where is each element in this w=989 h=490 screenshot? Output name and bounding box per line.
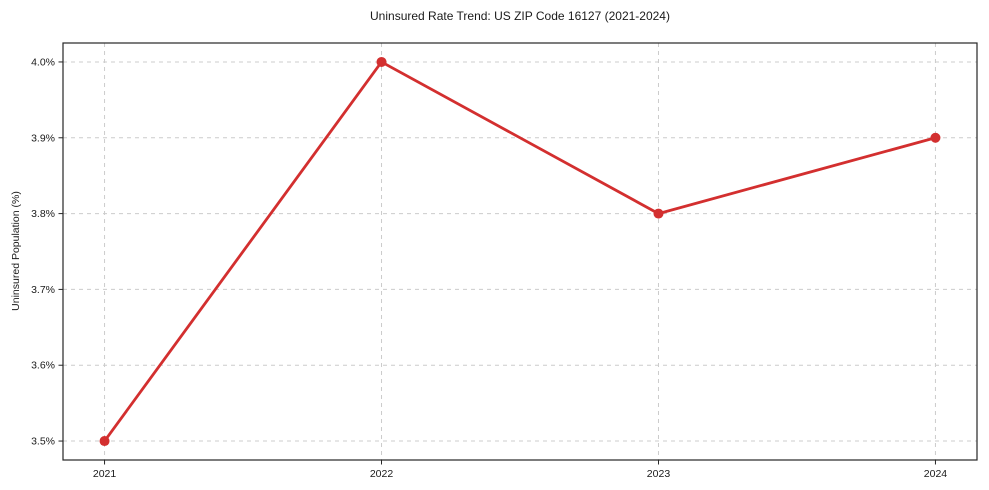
data-point-marker bbox=[99, 436, 110, 447]
x-tick-label: 2024 bbox=[924, 468, 948, 480]
series-line bbox=[103, 60, 937, 443]
x-tick-label: 2021 bbox=[93, 468, 117, 480]
x-tick-label: 2022 bbox=[370, 468, 394, 480]
y-tick-label: 3.5% bbox=[31, 436, 55, 448]
y-tick-label: 3.7% bbox=[31, 284, 55, 296]
data-point-marker bbox=[376, 56, 387, 67]
y-tick-label: 3.8% bbox=[31, 208, 55, 220]
chart-title: Uninsured Rate Trend: US ZIP Code 16127 … bbox=[370, 9, 670, 23]
data-point-marker bbox=[653, 208, 664, 219]
data-point-marker bbox=[930, 132, 941, 143]
y-tick-label: 3.6% bbox=[31, 360, 55, 372]
y-tick-label: 4.0% bbox=[31, 56, 55, 68]
x-tick-label: 2023 bbox=[647, 468, 671, 480]
plot-frame bbox=[62, 42, 978, 461]
y-tick-label: 3.9% bbox=[31, 132, 55, 144]
